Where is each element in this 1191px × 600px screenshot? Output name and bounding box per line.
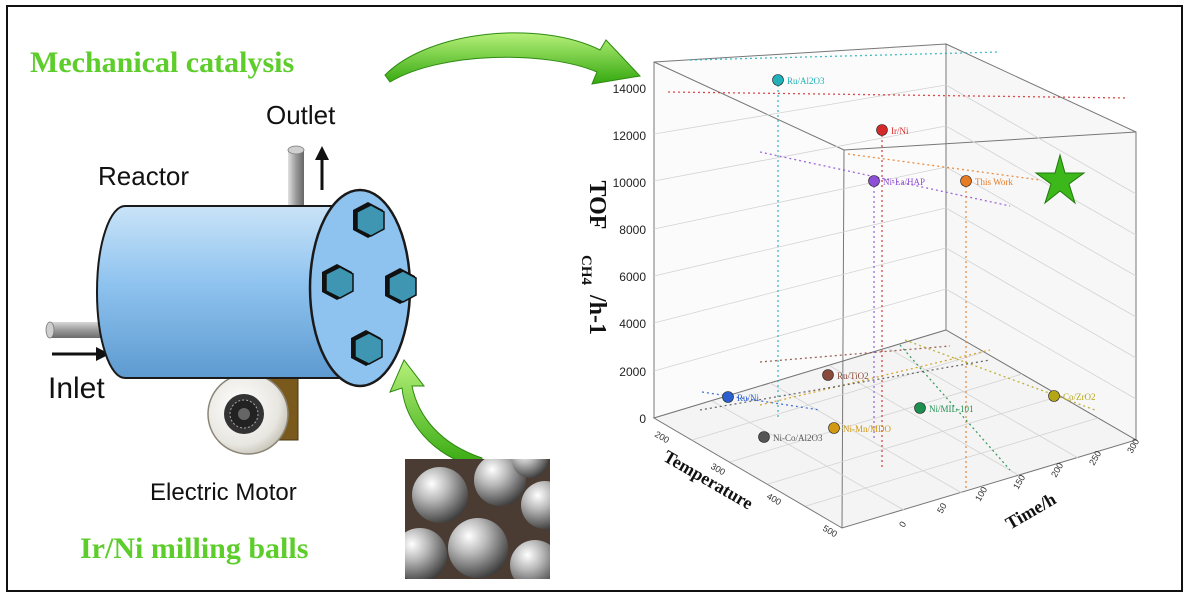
point-label: Ru/Ni <box>737 393 760 403</box>
z-tick-label: 14000 <box>613 82 647 96</box>
data-point <box>868 175 880 187</box>
z-axis-main: TOF <box>584 181 610 230</box>
z-tick-label: 4000 <box>619 317 646 331</box>
arrow-to-reactor-icon <box>389 359 483 469</box>
guide-line <box>689 51 1001 61</box>
outlet-arrow-icon <box>315 146 329 190</box>
data-point <box>960 175 972 187</box>
point-label: Ni/MIL-101 <box>929 404 974 414</box>
z-tick-label: 10000 <box>613 176 647 190</box>
z-tick-label: 2000 <box>619 365 646 379</box>
guide-line <box>699 359 991 411</box>
data-point <box>1048 390 1060 402</box>
data-point <box>722 391 734 403</box>
reactor-cylinder <box>96 188 412 388</box>
svg-text:TOF: TOF <box>584 181 610 230</box>
point-label: This Work <box>975 177 1013 187</box>
outlet-pipe <box>287 145 305 220</box>
reactor-label: Reactor <box>98 161 189 191</box>
inlet-label: Inlet <box>48 372 105 405</box>
figure-frame <box>6 5 1183 592</box>
point-label: Ni-La/HAP <box>883 177 925 187</box>
chart-grid <box>653 84 1137 511</box>
data-point <box>876 124 888 136</box>
temp-tick-label: 200 <box>653 429 671 445</box>
z-tick-label: 12000 <box>613 129 647 143</box>
point-label: Ru/TiO2 <box>837 371 869 381</box>
inlet-arrow-icon <box>52 347 110 361</box>
time-axis-title: Time/h <box>1002 489 1059 534</box>
data-point <box>914 402 926 414</box>
mechanical-catalysis-title: Mechanical catalysis <box>30 46 294 79</box>
outlet-label: Outlet <box>266 100 336 130</box>
z-axis-sub: CH4 <box>578 255 594 286</box>
z-axis-ticks: 0 2000 4000 6000 8000 10000 12000 14000 <box>613 82 647 426</box>
electric-motor-label: Electric Motor <box>150 479 297 506</box>
inlet-pipe <box>45 321 110 339</box>
time-tick-label: 0 <box>897 520 908 529</box>
guide-line <box>847 153 1041 181</box>
point-label: Ni-Co/Al2O3 <box>773 433 823 443</box>
arrow-to-chart-icon <box>384 32 642 85</box>
z-tick-label: 6000 <box>619 270 646 284</box>
milling-balls-label: Ir/Ni milling balls <box>80 532 308 565</box>
z-axis-tail: /h-1 <box>584 294 610 335</box>
tof-3d-chart: 0 2000 4000 6000 8000 10000 12000 14000 … <box>578 43 1141 539</box>
temp-tick-label: 500 <box>821 523 839 539</box>
temp-tick-label: 400 <box>765 491 783 507</box>
data-points: Ru/Al2O3 Ir/Ni Ni-La/HAP This Work Ru/TiO2 Ru… <box>667 51 1129 490</box>
point-label: Ru/Al2O3 <box>787 76 825 86</box>
point-label: Ni-Mn/MDO <box>843 424 892 434</box>
data-point <box>828 422 840 434</box>
milling-balls-photo <box>405 459 550 579</box>
this-work-star-icon <box>1034 153 1086 205</box>
data-point <box>772 74 784 86</box>
z-tick-label: 0 <box>639 412 646 426</box>
temperature-ticks: 200 300 400 500 <box>653 429 839 539</box>
time-tick-label: 50 <box>935 501 949 515</box>
data-point <box>758 431 770 443</box>
data-point <box>822 369 834 381</box>
z-axis-title: TOF CH4 /h-1 <box>578 181 610 335</box>
guide-line <box>904 339 1096 411</box>
point-label: Co/ZrO2 <box>1063 392 1096 402</box>
z-tick-label: 8000 <box>619 223 646 237</box>
hexagon-balls <box>322 202 417 366</box>
guide-line <box>759 345 951 363</box>
point-label: Ir/Ni <box>891 126 909 136</box>
chart-box <box>652 43 1138 529</box>
guide-line <box>667 91 1129 99</box>
